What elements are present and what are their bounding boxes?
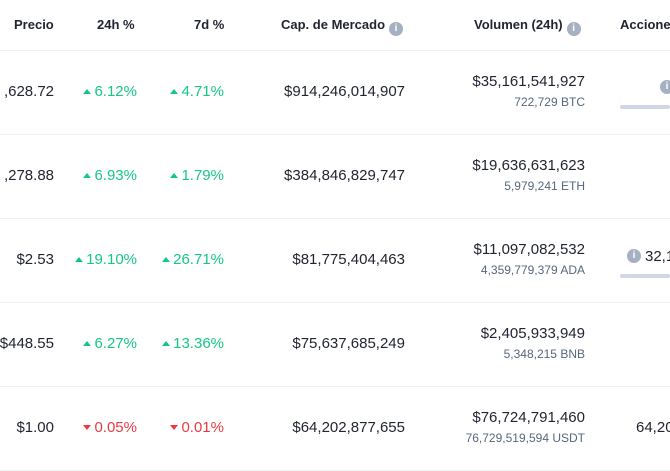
- supply-cell: 32,1: [645, 248, 670, 265]
- header-volume-label: Volumen (24h): [474, 17, 563, 32]
- volume-sub-cell: 722,729 BTC: [514, 95, 585, 109]
- header-volume[interactable]: Volumen (24h) i: [474, 17, 581, 36]
- price-cell: $448.55: [0, 335, 54, 352]
- header-market-cap-label: Cap. de Mercado: [281, 17, 386, 32]
- change-7d-cell: 4.71%: [170, 83, 224, 100]
- caret-up-icon: [83, 89, 92, 94]
- price-cell: ,278.88: [3, 167, 54, 184]
- table-row[interactable]: ,278.88 6.93% 1.79% $384,846,829,747 $19…: [0, 134, 670, 219]
- change-24h-cell: 6.12%: [83, 83, 137, 100]
- header-7d[interactable]: 7d %: [194, 17, 225, 32]
- info-icon[interactable]: i: [627, 249, 641, 263]
- market-cap-cell: $64,202,877,655: [292, 419, 405, 436]
- header-price[interactable]: Precio: [14, 17, 54, 32]
- change-24h-value: 6.27%: [94, 335, 137, 352]
- market-cap-cell: $914,246,014,907: [284, 83, 405, 100]
- info-icon[interactable]: i: [566, 22, 581, 36]
- market-cap-cell: $81,775,404,463: [292, 251, 405, 268]
- change-7d-cell: 26.71%: [162, 251, 224, 268]
- header-supply[interactable]: Acciones: [620, 17, 670, 32]
- caret-up-icon: [162, 257, 171, 262]
- price-cell: $2.53: [16, 251, 54, 268]
- market-cap-cell: $75,637,685,249: [292, 335, 405, 352]
- table-row[interactable]: ,628.72 6.12% 4.71% $914,246,014,907 $35…: [0, 50, 670, 135]
- supply-cell: 64,20: [636, 419, 670, 436]
- supply-progress-bar: [620, 274, 670, 278]
- table-row[interactable]: $448.55 6.27% 13.36% $75,637,685,249 $2,…: [0, 302, 670, 387]
- caret-down-icon: [83, 425, 92, 430]
- change-7d-value: 1.79%: [181, 167, 224, 184]
- volume-cell[interactable]: $11,097,082,532: [473, 241, 586, 258]
- info-icon[interactable]: i: [389, 22, 404, 36]
- volume-sub-cell: 4,359,779,379 ADA: [480, 263, 585, 277]
- change-7d-cell: 13.36%: [162, 335, 224, 352]
- caret-up-icon: [162, 341, 171, 346]
- change-24h-cell: 6.93%: [83, 167, 137, 184]
- change-7d-value: 4.71%: [181, 83, 224, 100]
- caret-up-icon: [170, 89, 179, 94]
- change-7d-value: 26.71%: [173, 251, 224, 268]
- caret-up-icon: [83, 341, 92, 346]
- change-24h-value: 6.93%: [94, 167, 137, 184]
- info-icon[interactable]: i: [660, 80, 670, 94]
- change-24h-value: 6.12%: [94, 83, 137, 100]
- change-7d-value: 13.36%: [173, 335, 224, 352]
- header-24h[interactable]: 24h %: [97, 17, 135, 32]
- change-24h-cell: 6.27%: [83, 335, 137, 352]
- change-7d-value: 0.01%: [181, 419, 224, 436]
- caret-up-icon: [83, 173, 92, 178]
- volume-cell[interactable]: $2,405,933,949: [480, 325, 585, 342]
- change-24h-value: 0.05%: [94, 419, 137, 436]
- market-cap-cell: $384,846,829,747: [284, 167, 405, 184]
- change-24h-cell: 19.10%: [75, 251, 137, 268]
- change-7d-cell: 1.79%: [170, 167, 224, 184]
- volume-cell[interactable]: $19,636,631,623: [472, 157, 585, 174]
- volume-sub-cell: 76,729,519,594 USDT: [465, 431, 585, 445]
- table-row[interactable]: $2.53 19.10% 26.71% $81,775,404,463 $11,…: [0, 218, 670, 303]
- table-row[interactable]: $1.00 0.05% 0.01% $64,202,877,655 $76,72…: [0, 386, 670, 471]
- table-header: Precio 24h % 7d % Cap. de Mercado i Volum…: [0, 0, 670, 51]
- volume-sub-cell: 5,979,241 ETH: [504, 179, 585, 193]
- volume-sub-cell: 5,348,215 BNB: [503, 347, 585, 361]
- caret-down-icon: [170, 425, 179, 430]
- caret-up-icon: [75, 257, 84, 262]
- header-market-cap[interactable]: Cap. de Mercado i: [281, 17, 404, 36]
- volume-cell[interactable]: $76,724,791,460: [472, 409, 585, 426]
- price-cell: ,628.72: [3, 83, 54, 100]
- volume-cell[interactable]: $35,161,541,927: [472, 73, 585, 90]
- change-7d-cell: 0.01%: [170, 419, 224, 436]
- supply-progress-bar: [620, 105, 670, 109]
- change-24h-cell: 0.05%: [83, 419, 137, 436]
- price-cell: $1.00: [16, 419, 54, 436]
- caret-up-icon: [170, 173, 179, 178]
- change-24h-value: 19.10%: [86, 251, 137, 268]
